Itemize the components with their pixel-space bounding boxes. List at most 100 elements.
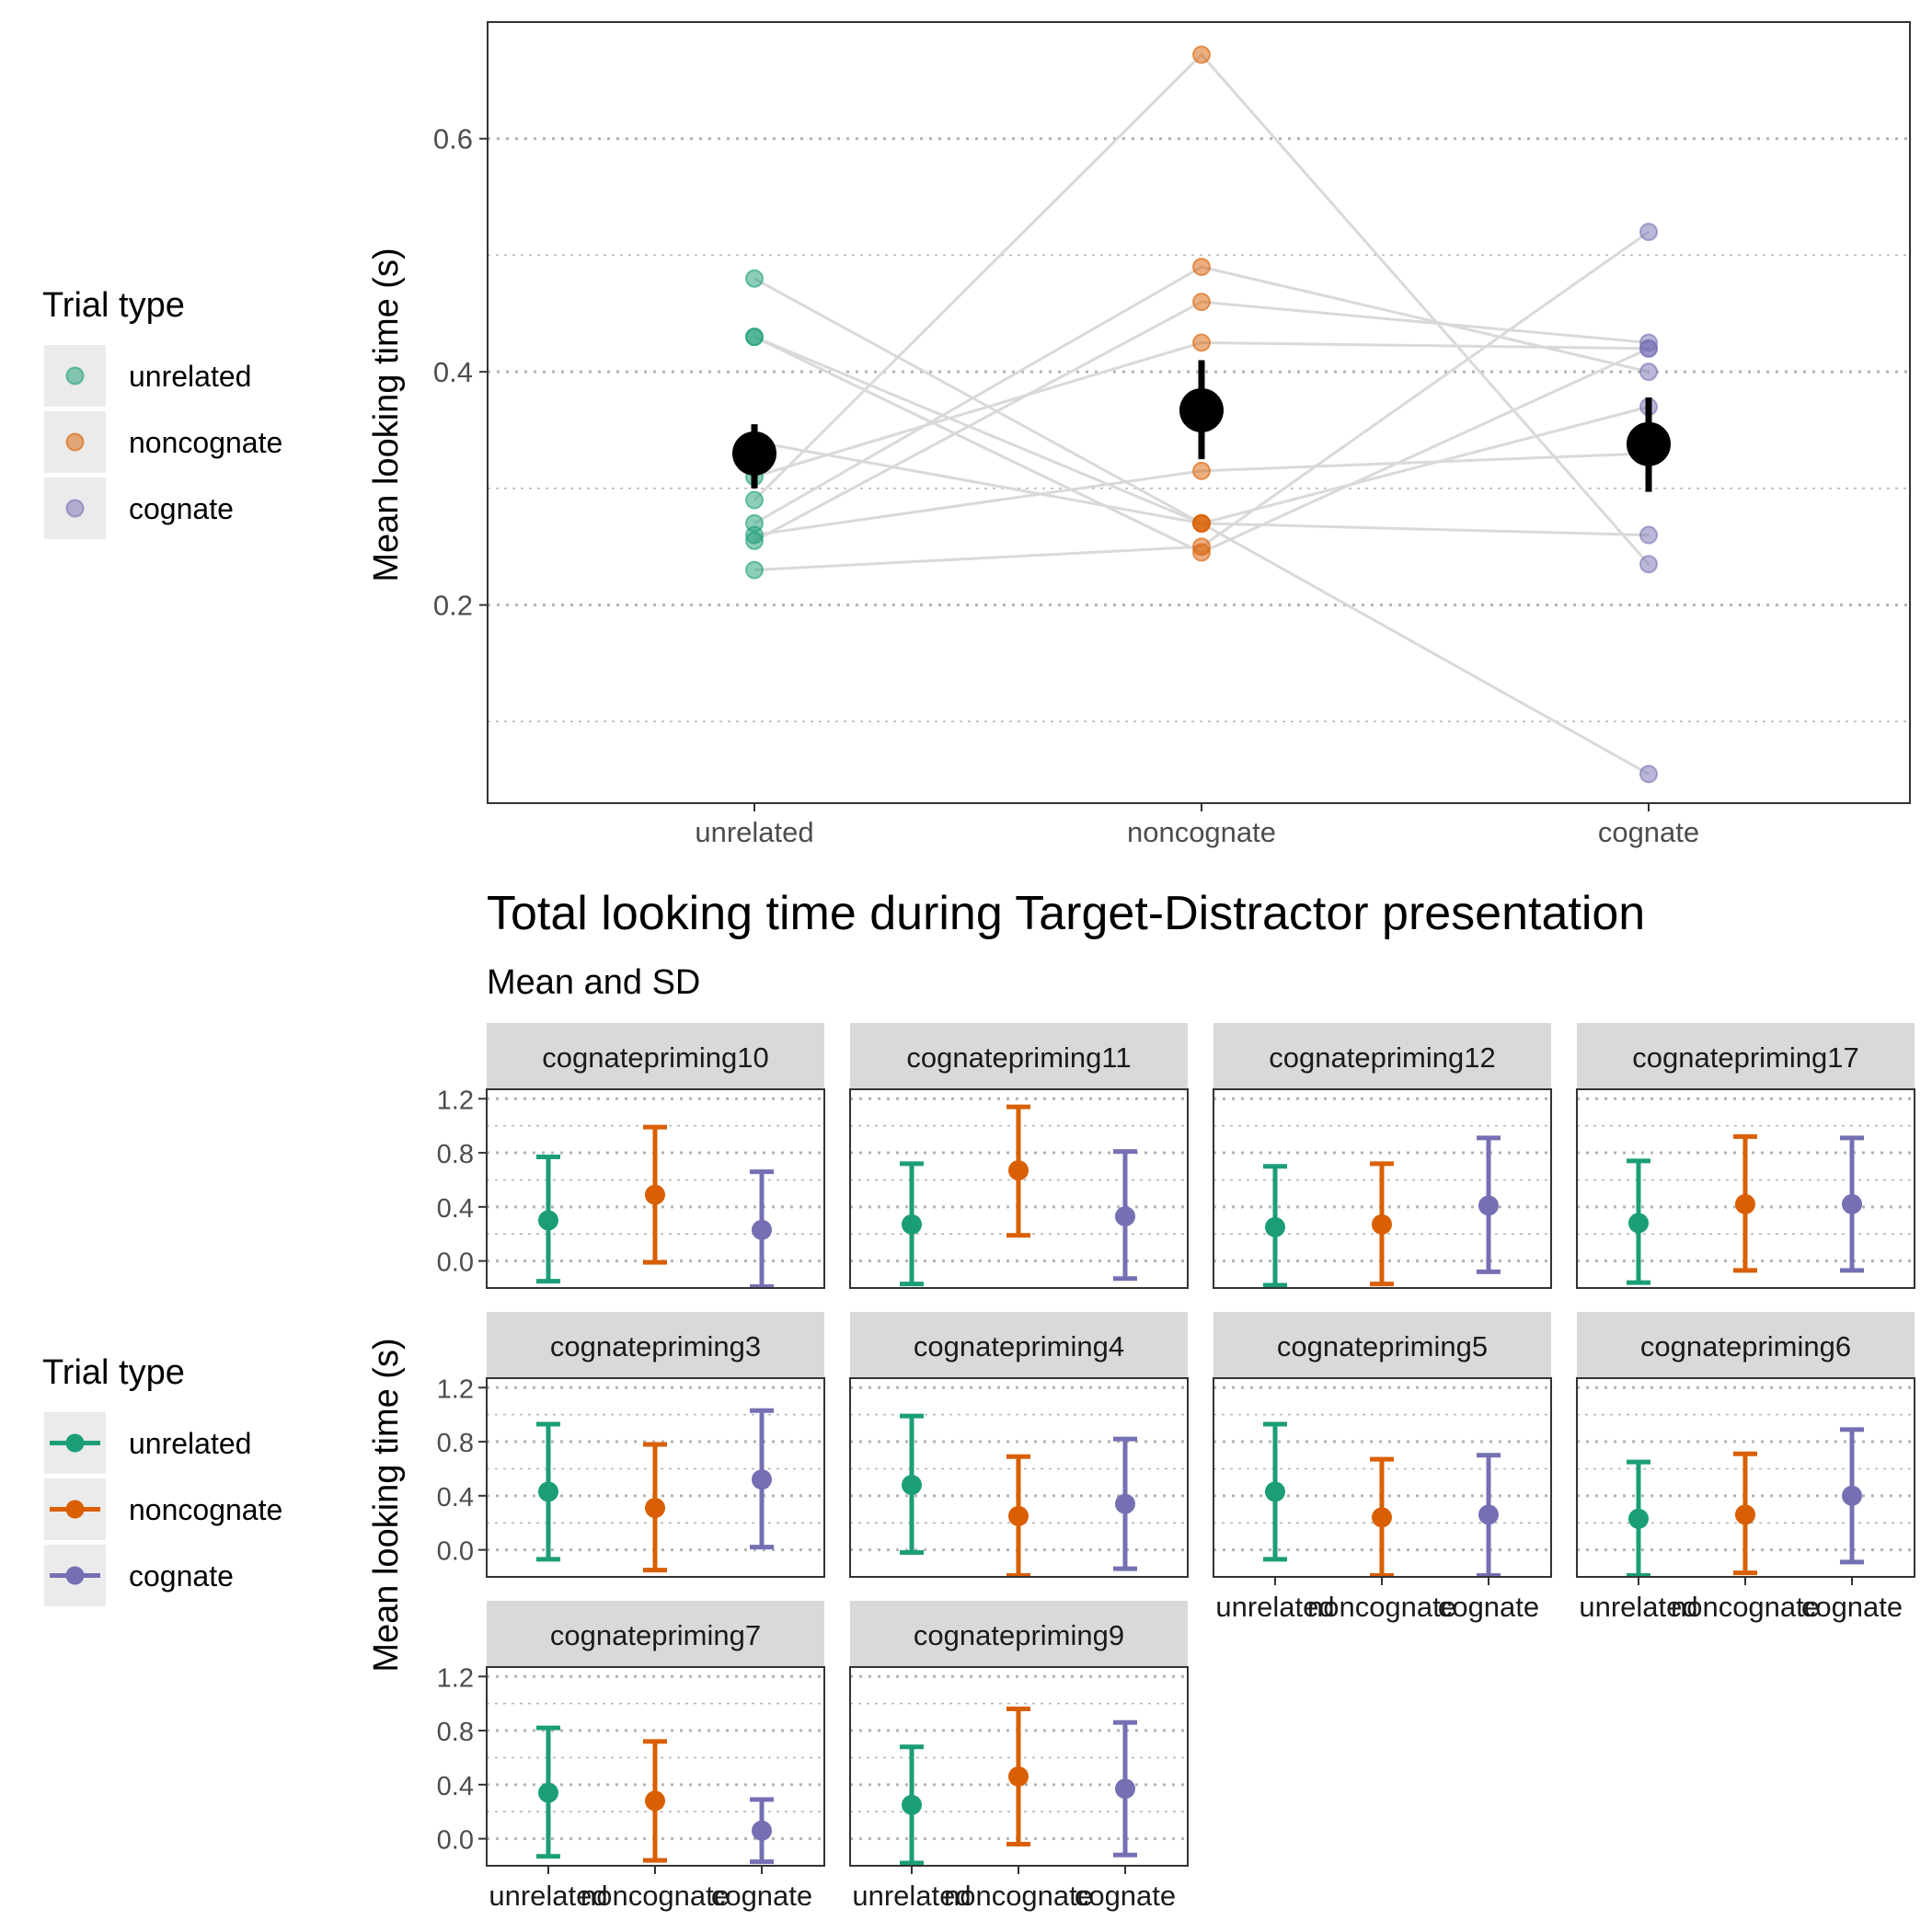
- mean-point: [1008, 1505, 1029, 1526]
- legend-label: noncognate: [129, 426, 282, 459]
- legend-top: Trial type unrelated noncognate cognate: [42, 286, 282, 539]
- summary-mean-point: [732, 431, 776, 476]
- facet-border: [849, 1088, 1189, 1289]
- x-tick-label: noncognate: [1127, 816, 1276, 848]
- facet-strip-label: cognatepriming3: [550, 1330, 761, 1363]
- y-tick-label: 1.2: [437, 1086, 474, 1115]
- participant-point: [1192, 258, 1211, 277]
- participant-point: [745, 525, 764, 545]
- summary-mean-point: [1179, 387, 1224, 432]
- facet-strip: [1577, 1312, 1915, 1378]
- legend-items: unrelated noncognate cognate: [44, 1412, 282, 1606]
- participant-point: [1639, 765, 1658, 784]
- legend-bottom: Trial type unrelated noncognate cognate: [42, 1353, 282, 1606]
- mean-point: [1628, 1213, 1649, 1234]
- facet-panel: cognatepriming17: [1576, 1023, 1915, 1289]
- mean-point: [1115, 1493, 1135, 1514]
- mean-point: [1008, 1160, 1029, 1181]
- facet-panel: cognatepriming6 unrelatednoncognatecognat…: [1576, 1312, 1915, 1623]
- facet-panel: cognatepriming12: [1213, 1023, 1552, 1289]
- plot-border: [487, 21, 1911, 804]
- participant-point: [1192, 45, 1211, 64]
- facet-strip: [487, 1023, 824, 1089]
- legend-label: unrelated: [129, 1427, 251, 1460]
- y-tick-label: 0.8: [437, 1140, 474, 1169]
- mean-point: [902, 1475, 922, 1496]
- legend-key-point: [65, 1433, 85, 1453]
- mean-point: [1115, 1206, 1135, 1227]
- participant-point: [1192, 513, 1211, 533]
- facet-strip: [850, 1601, 1188, 1667]
- facet-border: [849, 1377, 1189, 1578]
- x-tick-label: noncognate: [944, 1880, 1093, 1912]
- y-tick-label: 0.4: [437, 1483, 474, 1512]
- facet-border: [1576, 1377, 1915, 1578]
- facet-strip-label: cognatepriming5: [1277, 1330, 1488, 1363]
- x-tick-label: unrelated: [1215, 1591, 1334, 1623]
- legend-title: Trial type: [42, 1353, 185, 1392]
- facet-strip: [1213, 1312, 1551, 1378]
- participant-point: [1639, 362, 1658, 382]
- facet-strip-label: cognatepriming4: [914, 1330, 1124, 1363]
- legend-key-point: [65, 366, 85, 385]
- participant-point: [1639, 333, 1658, 352]
- y-tick-label: 1.2: [437, 1374, 474, 1404]
- mean-point: [1735, 1193, 1755, 1214]
- chart-title: Total looking time during Target-Distrac…: [487, 887, 1645, 940]
- facet-strip-label: cognatepriming10: [542, 1041, 768, 1074]
- y-tick-label: 0.4: [433, 356, 473, 388]
- mean-point: [1628, 1508, 1649, 1529]
- legend-label: noncognate: [129, 1493, 282, 1526]
- facet-border: [1576, 1088, 1915, 1289]
- mean-point: [752, 1820, 772, 1841]
- legend-key-point: [65, 432, 85, 452]
- x-tick-label: cognate: [1075, 1880, 1176, 1912]
- mean-point: [1115, 1778, 1135, 1800]
- mean-point: [1842, 1485, 1862, 1506]
- legend-label: cognate: [129, 1559, 234, 1593]
- facet-strip: [850, 1023, 1188, 1089]
- x-tick-label: noncognate: [1671, 1591, 1820, 1623]
- x-tick-label: unrelated: [1579, 1591, 1697, 1623]
- facet-strip: [487, 1312, 824, 1378]
- facet-grid: cognatepriming10 0.0 0.4 0.8 1.2 cognateprimi…: [437, 1023, 1915, 1912]
- legend-key-point: [65, 1566, 85, 1585]
- top-y-axis-label: Mean looking time (s): [367, 247, 406, 581]
- x-tick-label: unrelated: [489, 1880, 607, 1912]
- mean-point: [1265, 1216, 1285, 1237]
- top-panel: 0.2 0.4 0.6 unrelated noncognate cognate: [433, 21, 1911, 848]
- y-tick-label: 0.2: [433, 590, 473, 622]
- facet-strip-label: cognatepriming9: [914, 1619, 1124, 1651]
- y-tick-label: 0.4: [437, 1194, 474, 1224]
- facet-strip-label: cognatepriming11: [906, 1041, 1131, 1074]
- facet-border: [849, 1666, 1189, 1867]
- facet-strip: [1213, 1023, 1551, 1089]
- facet-panel: cognatepriming10 0.0 0.4 0.8 1.2: [437, 1023, 825, 1290]
- y-tick-label: 0.8: [437, 1718, 474, 1747]
- facet-border: [486, 1666, 825, 1867]
- mean-point: [1735, 1504, 1755, 1525]
- mean-point: [1478, 1504, 1499, 1525]
- facet-strip: [1577, 1023, 1915, 1089]
- facet-strip-label: cognatepriming7: [550, 1619, 761, 1651]
- mean-point: [538, 1782, 558, 1803]
- facet-border: [1213, 1088, 1552, 1289]
- facet-panel: cognatepriming5 unrelatednoncognatecognat…: [1213, 1312, 1552, 1623]
- participant-point: [1192, 293, 1211, 312]
- mean-point: [1372, 1507, 1392, 1528]
- facet-panel: cognatepriming7 0.0 0.4 0.8 1.2 unrelatednonc…: [437, 1601, 825, 1912]
- x-tick-label: unrelated: [695, 816, 813, 848]
- facet-strip-label: cognatepriming17: [1632, 1041, 1858, 1074]
- y-tick-label: 0.0: [437, 1537, 474, 1567]
- mean-point: [1265, 1481, 1285, 1502]
- mean-point: [1372, 1213, 1392, 1235]
- facet-border: [486, 1088, 825, 1289]
- chart-subtitle: Mean and SD: [487, 963, 700, 1002]
- legend-title: Trial type: [42, 286, 185, 325]
- mean-point: [1478, 1195, 1499, 1216]
- facet-strip: [850, 1312, 1188, 1378]
- facet-border: [486, 1377, 825, 1578]
- participant-point: [1192, 461, 1211, 480]
- participant-point: [1192, 537, 1211, 557]
- x-tick-label: cognate: [1438, 1591, 1539, 1623]
